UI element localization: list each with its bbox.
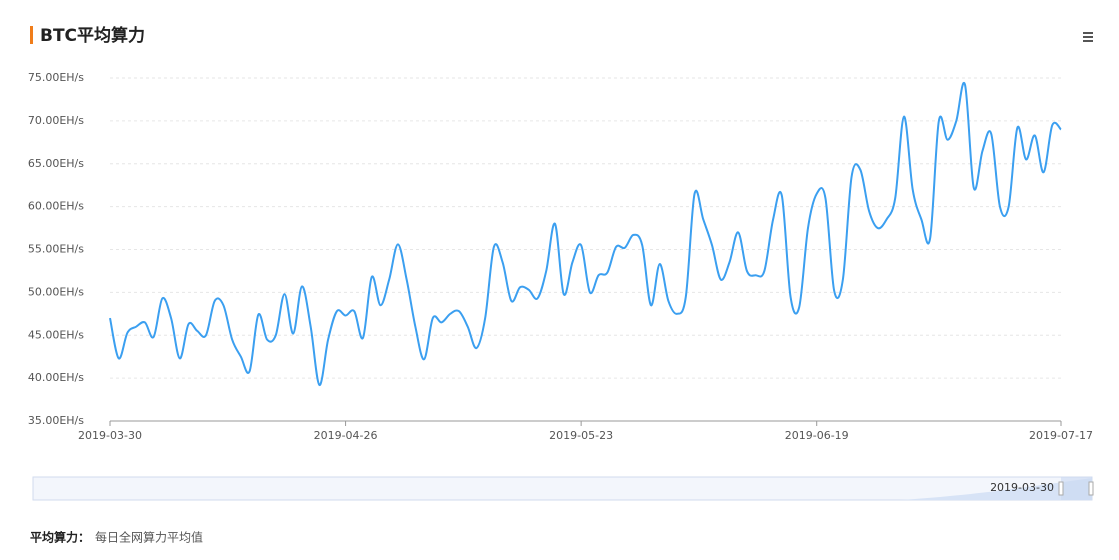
datazoom-preview (900, 478, 1092, 500)
datazoom-track[interactable] (32, 476, 1093, 501)
datazoom-handle[interactable] (1088, 481, 1094, 496)
y-tick-label: 55.00EH/s (28, 243, 84, 256)
y-tick-label: 40.00EH/s (28, 371, 84, 384)
x-tick-label: 2019-03-30 (78, 429, 142, 442)
y-tick-label: 75.00EH/s (28, 71, 84, 84)
y-tick-label: 50.00EH/s (28, 285, 84, 298)
title-accent (30, 26, 33, 44)
note-term: 平均算力： (30, 530, 90, 545)
line (109, 81, 1062, 386)
y-tick-label: 60.00EH/s (28, 200, 84, 213)
x-tick-label: 2019-05-23 (549, 429, 613, 442)
x-tick-label: 2019-07-17 (1029, 429, 1093, 442)
datazoom-window[interactable] (1061, 477, 1092, 500)
menu-icon[interactable] (1083, 32, 1093, 42)
x-tick-label: 2019-06-19 (785, 429, 849, 442)
note-text: 每日全网算力平均值 (95, 530, 203, 545)
datazoom-handle[interactable] (1058, 481, 1064, 496)
y-tick-label: 70.00EH/s (28, 114, 84, 127)
datazoom-label: 2019-03-30 (990, 481, 1054, 494)
x-tick-label: 2019-04-26 (314, 429, 378, 442)
chart-title: BTC平均算力 (40, 25, 145, 46)
y-tick-label: 65.00EH/s (28, 157, 84, 170)
y-tick-label: 35.00EH/s (28, 414, 84, 427)
y-tick-label: 45.00EH/s (28, 328, 84, 341)
